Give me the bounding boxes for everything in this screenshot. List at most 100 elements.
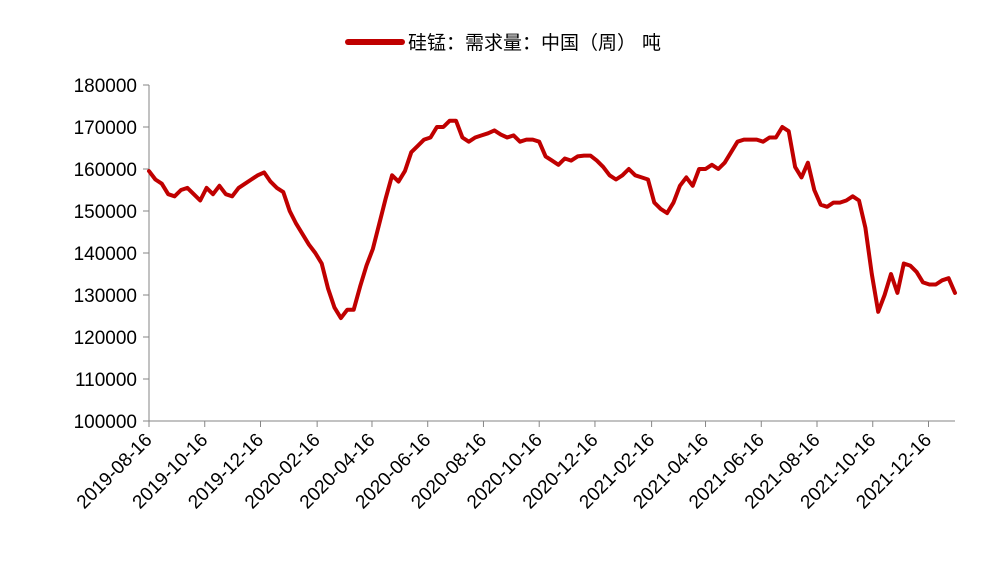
y-tick-label: 110000 [75,370,137,391]
data-point [787,129,791,133]
data-point [205,186,209,190]
data-point [755,138,759,142]
data-point [550,159,554,163]
data-point [537,140,541,144]
data-point [237,186,241,190]
data-point [230,194,234,198]
data-point [524,138,528,142]
data-point [895,291,899,295]
data-point [365,264,368,268]
data-point [729,150,733,154]
data-point [883,293,887,297]
data-point [243,182,247,186]
data-point [678,184,682,188]
data-point [710,163,714,167]
data-point [531,138,535,142]
y-tick-label: 130000 [74,286,137,307]
data-point [448,119,452,123]
data-point [576,154,580,158]
data-point [224,192,228,196]
data-point [256,173,260,177]
data-point [454,119,458,123]
data-point [665,211,669,215]
data-point [902,262,906,265]
data-point [563,157,567,160]
data-point [684,175,688,179]
data-point [870,272,874,276]
data-point [217,184,221,188]
data-point [608,173,612,177]
data-point [761,140,765,144]
data-point [921,280,925,284]
data-point [269,180,272,184]
x-axis: 2019-08-162019-10-162019-12-162020-02-16… [73,420,955,513]
data-point [876,310,880,314]
data-point [326,287,330,291]
data-point [416,144,420,148]
data-point [301,232,304,236]
y-tick-label: 180000 [74,76,137,97]
data-point [672,201,675,205]
data-point [832,201,835,205]
data-point [198,199,202,202]
data-point [377,222,381,226]
data-point [812,188,816,192]
data-point [825,205,829,209]
y-tick-label: 140000 [74,244,137,265]
data-point [480,133,484,137]
data-point [780,125,784,129]
data-point [192,192,196,196]
data-point [486,131,490,135]
data-point [774,136,778,139]
data-point [422,138,426,142]
data-point [716,167,720,171]
data-point [460,136,464,139]
data-point [313,251,317,255]
data-point [499,133,503,137]
data-point [211,192,215,196]
data-point [915,270,919,274]
data-point [429,136,432,139]
data-point [384,196,388,200]
y-tick-label: 160000 [74,160,137,181]
data-point [339,316,343,320]
data-point [857,199,861,202]
series-line [147,118,957,321]
data-point [691,184,695,188]
data-point [697,167,701,171]
data-point [652,201,656,205]
data-point [307,243,311,247]
data-point [371,247,375,251]
data-point [179,188,183,192]
data-point [819,203,823,207]
data-point [646,178,650,181]
data-point [582,154,586,158]
data-point [940,278,944,282]
data-point [397,180,400,184]
data-point [889,272,893,276]
data-point [160,182,164,186]
data-point [614,178,618,181]
data-point [467,140,471,144]
data-point [800,175,803,179]
data-point [345,308,349,312]
series-layer [147,118,957,321]
data-point [863,226,867,230]
data-point [320,262,324,265]
legend-label: 硅锰：需求量：中国（周） 吨 [408,32,661,54]
data-point [333,306,336,310]
data-point [908,264,912,268]
data-point [633,173,637,177]
data-point [185,186,189,190]
data-point [742,138,746,142]
data-point [518,140,522,144]
data-point [147,169,151,173]
data-point [704,167,707,171]
data-point [927,283,931,286]
data-point [588,154,592,158]
data-point [492,128,496,132]
data-point [640,175,644,179]
data-point [793,165,797,169]
data-point [441,125,445,129]
